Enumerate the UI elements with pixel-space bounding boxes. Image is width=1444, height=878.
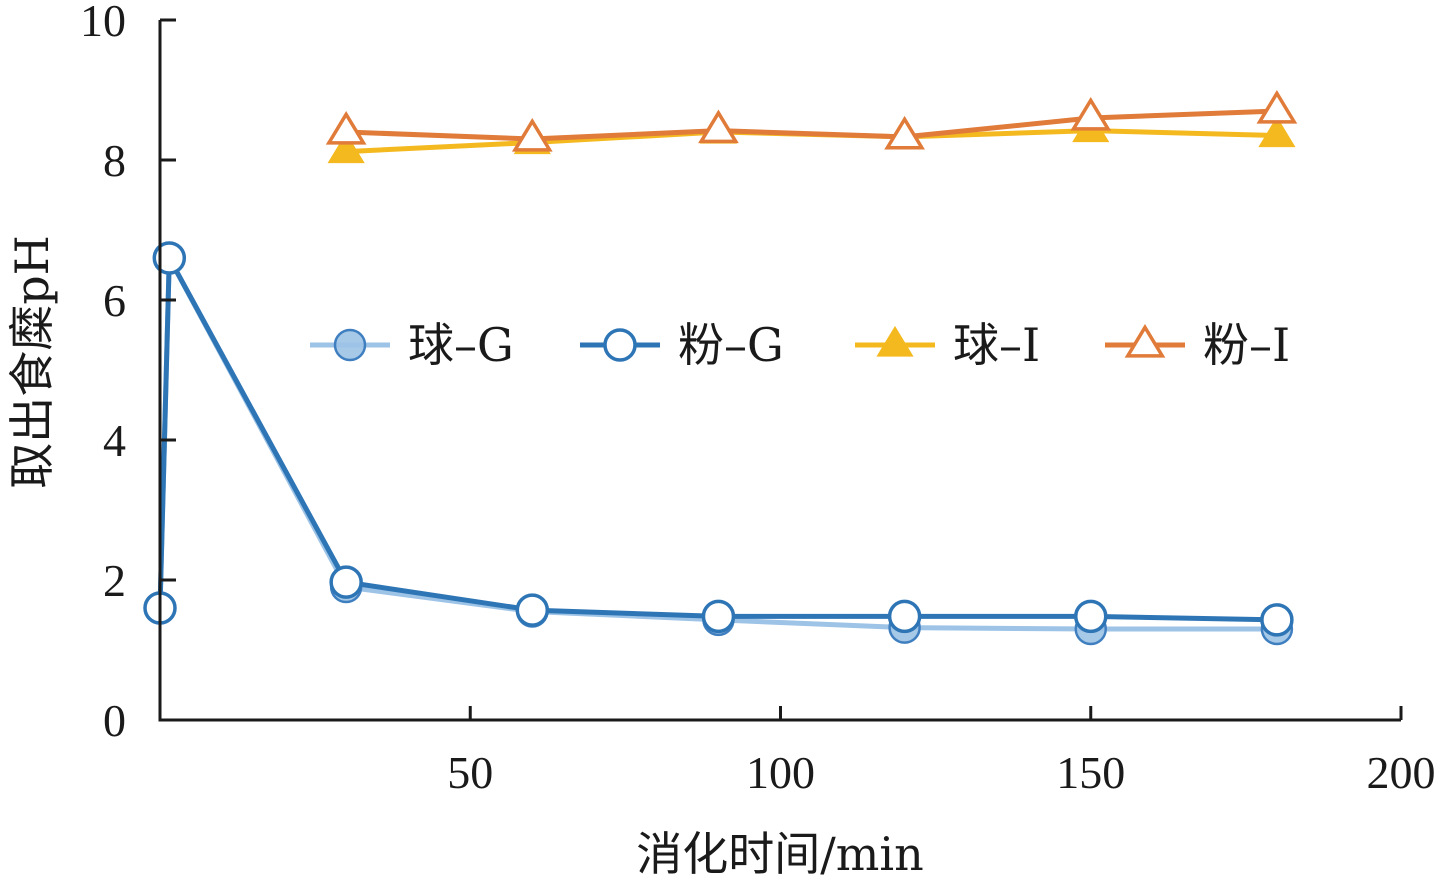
y-tick-label: 6 bbox=[103, 275, 126, 326]
series-line bbox=[157, 255, 1280, 623]
y-tick-label: 2 bbox=[103, 555, 126, 606]
data-point bbox=[152, 241, 187, 275]
data-point bbox=[1258, 116, 1296, 148]
plot-area bbox=[143, 89, 1298, 646]
legend-swatch-marker bbox=[876, 325, 914, 357]
legend-label: 粉–G bbox=[678, 318, 784, 372]
legend-swatch-marker bbox=[333, 328, 367, 362]
series-1 bbox=[143, 241, 1294, 646]
legend: 球–G 粉–G 球–Ⅰ 粉–Ⅰ bbox=[310, 318, 1290, 372]
legend-item: 粉–Ⅰ bbox=[1105, 318, 1290, 372]
data-point bbox=[1074, 599, 1108, 634]
data-point bbox=[327, 132, 365, 164]
data-point bbox=[329, 565, 363, 599]
data-point bbox=[1256, 89, 1298, 124]
data-point bbox=[1260, 603, 1294, 637]
data-point bbox=[884, 115, 925, 150]
y-axis-title: 取出食糜pH bbox=[5, 235, 59, 489]
series-line bbox=[343, 108, 1280, 142]
data-point bbox=[701, 599, 736, 634]
x-tick-label: 50 bbox=[447, 747, 493, 798]
y-tick-label: 4 bbox=[103, 415, 126, 466]
series-4 bbox=[325, 89, 1298, 152]
data-point bbox=[887, 599, 922, 634]
y-tick-label: 10 bbox=[80, 0, 126, 46]
y-tick-label: 8 bbox=[103, 135, 126, 186]
y-tick-label: 0 bbox=[103, 695, 126, 746]
x-axis-title: 消化时间/min bbox=[636, 827, 923, 878]
x-tick-label: 200 bbox=[1367, 747, 1436, 798]
legend-item: 粉–G bbox=[580, 318, 784, 372]
data-point bbox=[515, 593, 550, 627]
legend-swatch-marker bbox=[1124, 323, 1166, 358]
data-point bbox=[1070, 96, 1112, 131]
x-tick-label: 100 bbox=[746, 747, 815, 798]
legend-label: 粉–Ⅰ bbox=[1203, 318, 1290, 372]
data-point bbox=[511, 117, 553, 152]
legend-label: 球–Ⅰ bbox=[953, 318, 1040, 372]
series-line bbox=[157, 255, 1280, 632]
legend-item: 球–Ⅰ bbox=[855, 318, 1040, 372]
legend-swatch-marker bbox=[603, 328, 637, 362]
legend-label: 球–G bbox=[408, 318, 514, 372]
series-2 bbox=[143, 241, 1294, 637]
data-point bbox=[325, 110, 367, 145]
data-point bbox=[698, 109, 739, 144]
x-tick-label: 150 bbox=[1056, 747, 1125, 798]
ticks: 0 2 4 6 8 10 50 100 150 200 bbox=[80, 0, 1436, 798]
legend-item: 球–G bbox=[310, 318, 514, 372]
